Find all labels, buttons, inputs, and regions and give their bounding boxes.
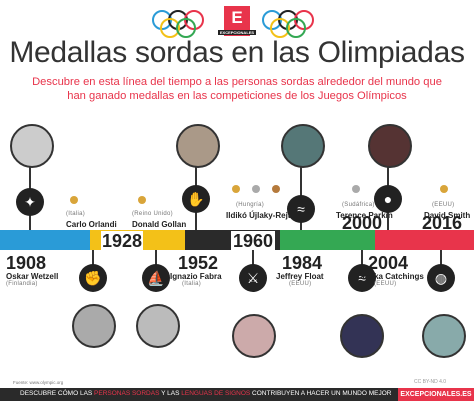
site-link[interactable]: EXCEPCIONALES.ES: [398, 388, 474, 401]
country-gollan: (Reino Unido): [132, 211, 173, 217]
country-smith: (EEUU): [432, 202, 455, 208]
footer-bar: [0, 388, 474, 401]
footer-text: DESCUBRE CÓMO LAS PERSONAS SORDAS Y LAS …: [20, 390, 392, 397]
name-gollan: Donald Gollan: [132, 220, 187, 229]
photo-wetzell: [10, 124, 54, 168]
photo-gollan: [136, 304, 180, 348]
wrestling-icon: ✋: [182, 185, 210, 213]
shooting-icon: ✦: [16, 188, 44, 216]
year-1984: 1984: [282, 253, 323, 273]
country-orlandi: (Italia): [66, 211, 86, 217]
name-wetzell: Oskar Wetzell: [6, 272, 59, 281]
country-float: (EEUU): [289, 281, 312, 287]
photo-orlandi: [72, 304, 116, 348]
page-title: Medallas sordas en las Olimpiadas: [9, 36, 465, 69]
year-2000: 2000: [341, 213, 383, 233]
basketball-icon: ●: [374, 185, 402, 213]
country-fabra: (Italia): [182, 281, 202, 287]
source-text: Fuente: www.olympic.org: [13, 380, 64, 385]
license-text: CC BY-ND 4.0: [414, 379, 447, 385]
name-float: Jeffrey Float: [276, 272, 324, 281]
country-wetzell: (Finlandia): [6, 281, 38, 287]
subtitle-line-2: han ganado medallas en las competiciones…: [67, 90, 407, 102]
country-rejto: (Hungría): [236, 202, 265, 208]
photo-rejto: [232, 314, 276, 358]
name-parkin: Terence Parkin: [336, 211, 393, 220]
photo-catchings: [368, 124, 412, 168]
year-1908: 1908: [6, 253, 47, 273]
name-fabra: Ignazio Fabra: [170, 272, 222, 281]
name-smith: David Smith: [424, 211, 471, 220]
year-1960: 1960: [231, 231, 275, 252]
swimming-icon: ≈: [287, 195, 315, 223]
fencing-icon: ⚔: [239, 264, 267, 292]
swimming-icon-2: ≈: [348, 264, 376, 292]
name-rejto: Ildikó Újlaky-Rejtő: [226, 211, 296, 220]
photo-float: [281, 124, 325, 168]
brand-logo: E EXCEPCIONALES: [218, 6, 256, 36]
subtitle-line-1: Descubre en esta línea del tiempo a las …: [32, 76, 442, 88]
photo-parkin: [340, 314, 384, 358]
country-catchings: (EEUU): [374, 281, 397, 287]
year-1952: 1952: [178, 253, 219, 273]
boxing-icon: ✊: [79, 264, 107, 292]
year-2004: 2004: [368, 253, 409, 273]
year-2016: 2016: [421, 213, 463, 233]
year-1928: 1928: [101, 231, 143, 252]
name-orlandi: Carlo Orlandi: [66, 220, 117, 229]
photo-smith: [422, 314, 466, 358]
rowing-icon: ⛵: [142, 264, 170, 292]
photo-fabra: [176, 124, 220, 168]
name-catchings: Tamika Catchings: [356, 272, 424, 281]
country-parkin: (Sudáfrica): [342, 202, 375, 208]
volleyball-icon: ◍: [427, 264, 455, 292]
